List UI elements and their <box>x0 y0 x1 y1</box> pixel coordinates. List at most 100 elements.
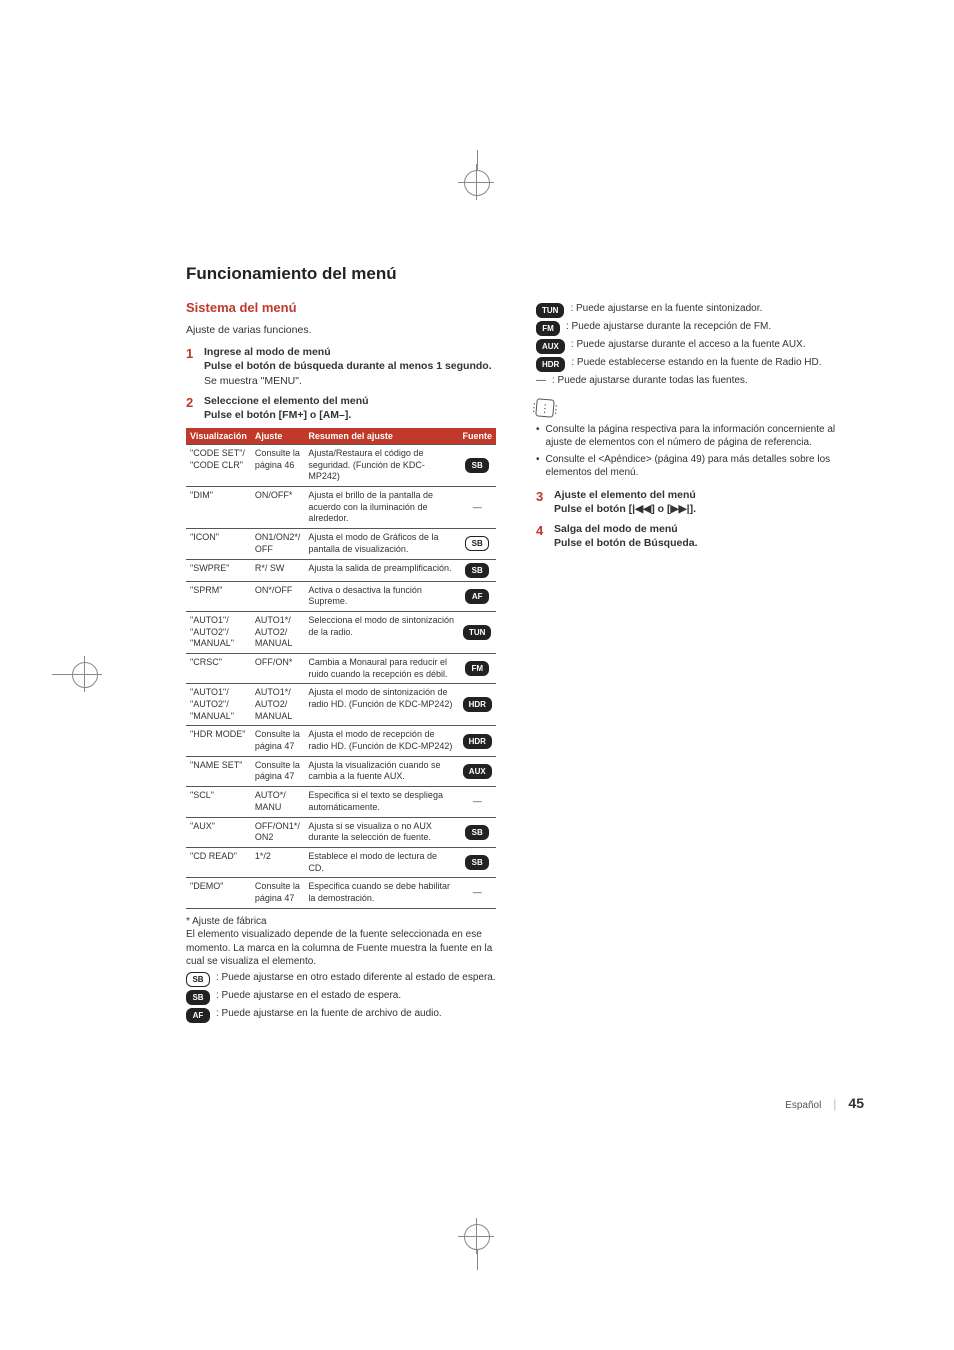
source-badge-sb: SB <box>186 972 210 987</box>
cell-adjust: Consulte la página 47 <box>251 726 305 756</box>
step-4: 4 Salga del modo de menú Pulse el botón … <box>536 522 864 550</box>
table-row: "SWPRE"R*/ SWAjusta la salida de preampl… <box>186 559 496 581</box>
cell-summary: Cambia a Monaural para reducir el ruido … <box>304 653 458 683</box>
table-row: "CD READ"1*/2Establece el modo de lectur… <box>186 847 496 877</box>
step-number: 1 <box>186 345 198 388</box>
source-badge-aux: AUX <box>463 764 492 779</box>
table-header-row: Visualización Ajuste Resumen del ajuste … <box>186 428 496 445</box>
cell-adjust: R*/ SW <box>251 559 305 581</box>
cell-display: "SWPRE" <box>186 559 251 581</box>
source-badge-hdr: HDR <box>536 357 565 372</box>
cell-adjust: AUTO1*/ AUTO2/ MANUAL <box>251 611 305 653</box>
step-subtitle: Pulse el botón de Búsqueda. <box>554 536 864 550</box>
step-1: 1 Ingrese al modo de menú Pulse el botón… <box>186 345 496 388</box>
cell-source: — <box>458 487 496 529</box>
cell-adjust: AUTO*/ MANU <box>251 787 305 817</box>
source-badge-sb: SB <box>186 990 210 1005</box>
cell-source: HDR <box>458 726 496 756</box>
cell-adjust: Consulte la página 46 <box>251 445 305 487</box>
table-row: "AUTO1"/ "AUTO2"/ "MANUAL"AUTO1*/ AUTO2/… <box>186 611 496 653</box>
step-title: Ingrese al modo de menú <box>204 345 496 359</box>
step-title: Ajuste el elemento del menú <box>554 488 864 502</box>
table-header: Resumen del ajuste <box>304 428 458 445</box>
cell-display: "DIM" <box>186 487 251 529</box>
cell-summary: Establece el modo de lectura de CD. <box>304 847 458 877</box>
cell-source: AF <box>458 581 496 611</box>
cell-display: "AUTO1"/ "AUTO2"/ "MANUAL" <box>186 684 251 726</box>
cell-source: AUX <box>458 756 496 786</box>
menu-table: Visualización Ajuste Resumen del ajuste … <box>186 428 496 909</box>
source-badge-sb: SB <box>465 458 489 473</box>
cell-source: SB <box>458 529 496 559</box>
source-badge-sb: SB <box>465 855 489 870</box>
step-note: Se muestra "MENU". <box>204 374 496 388</box>
legend-text: : Puede ajustarse en la fuente de archiv… <box>216 1007 496 1021</box>
cell-display: "CRSC" <box>186 653 251 683</box>
cell-adjust: Consulte la página 47 <box>251 878 305 908</box>
table-row: "AUX"OFF/ON1*/ ON2Ajusta si se visualiza… <box>186 817 496 847</box>
step-subtitle: Pulse el botón [|◀◀] o [▶▶|]. <box>554 502 864 516</box>
legend-line: SB: Puede ajustarse en el estado de espe… <box>186 989 496 1005</box>
cell-summary: Ajusta la visualización cuando se cambia… <box>304 756 458 786</box>
cell-display: "HDR MODE" <box>186 726 251 756</box>
footer-page-number: 45 <box>848 1095 864 1111</box>
crop-mark-top <box>464 170 490 196</box>
source-badge-fm: FM <box>536 321 560 336</box>
table-header: Fuente <box>458 428 496 445</box>
table-row: "CODE SET"/ "CODE CLR"Consulte la página… <box>186 445 496 487</box>
column-right: TUN: Puede ajustarse en la fuente sinton… <box>536 300 864 1023</box>
source-badge-tun: TUN <box>463 625 491 640</box>
intro-text: Ajuste de varias funciones. <box>186 323 496 337</box>
source-badge-sb: SB <box>465 536 489 551</box>
step-2: 2 Seleccione el elemento del menú Pulse … <box>186 394 496 422</box>
footer-language: Español <box>785 1100 821 1111</box>
legend-text: : Puede ajustarse en otro estado diferen… <box>216 971 496 985</box>
table-row: "NAME SET"Consulte la página 47Ajusta la… <box>186 756 496 786</box>
source-dash: — <box>473 887 482 897</box>
table-row: "CRSC"OFF/ON*Cambia a Monaural para redu… <box>186 653 496 683</box>
column-left: Sistema del menú Ajuste de varias funcio… <box>186 300 496 1023</box>
cell-summary: Ajusta el modo de recepción de radio HD.… <box>304 726 458 756</box>
legend-line: AF : Puede ajustarse en la fuente de arch… <box>186 1007 496 1023</box>
source-dash: — <box>473 502 482 512</box>
cell-source: FM <box>458 653 496 683</box>
table-row: "AUTO1"/ "AUTO2"/ "MANUAL"AUTO1*/ AUTO2/… <box>186 684 496 726</box>
cell-summary: Especifica si el texto se despliega auto… <box>304 787 458 817</box>
step-title: Salga del modo de menú <box>554 522 864 536</box>
source-badge-af: AF <box>186 1008 210 1023</box>
cell-summary: Selecciona el modo de sintonización de l… <box>304 611 458 653</box>
step-subtitle: Pulse el botón de búsqueda durante al me… <box>204 359 496 373</box>
cell-adjust: OFF/ON* <box>251 653 305 683</box>
cell-summary: Activa o desactiva la función Supreme. <box>304 581 458 611</box>
source-badge-aux: AUX <box>536 339 565 354</box>
table-header: Ajuste <box>251 428 305 445</box>
cell-summary: Ajusta la salida de preamplificación. <box>304 559 458 581</box>
section-heading: Sistema del menú <box>186 300 496 315</box>
table-row: "SCL"AUTO*/ MANUEspecifica si el texto s… <box>186 787 496 817</box>
legend-line: FM: Puede ajustarse durante la recepción… <box>536 320 864 336</box>
crop-mark-bottom <box>464 1224 490 1250</box>
cell-summary: Especifica cuando se debe habilitar la d… <box>304 878 458 908</box>
cell-source: SB <box>458 817 496 847</box>
page-footer: Español | 45 <box>785 1095 864 1111</box>
asterisk-note: * Ajuste de fábrica <box>186 915 496 929</box>
cell-display: "ICON" <box>186 529 251 559</box>
table-header: Visualización <box>186 428 251 445</box>
info-icon: ⋮⋮⋮ <box>535 398 555 418</box>
step-number: 3 <box>536 488 548 516</box>
info-note-item: Consulte el <Apéndice> (página 49) para … <box>536 453 864 480</box>
cell-display: "NAME SET" <box>186 756 251 786</box>
cell-display: "SPRM" <box>186 581 251 611</box>
legend-text: : Puede ajustarse durante todas las fuen… <box>552 374 864 388</box>
cell-source: HDR <box>458 684 496 726</box>
cell-display: "AUTO1"/ "AUTO2"/ "MANUAL" <box>186 611 251 653</box>
step-3: 3 Ajuste el elemento del menú Pulse el b… <box>536 488 864 516</box>
cell-display: "CODE SET"/ "CODE CLR" <box>186 445 251 487</box>
table-row: "ICON"ON1/ON2*/ OFFAjusta el modo de Grá… <box>186 529 496 559</box>
legend-line: — : Puede ajustarse durante todas las fue… <box>536 374 864 388</box>
source-dash: — <box>536 374 546 388</box>
table-row: "SPRM"ON*/OFFActiva o desactiva la funci… <box>186 581 496 611</box>
footer-separator: | <box>833 1097 836 1111</box>
cell-source: SB <box>458 847 496 877</box>
cell-display: "SCL" <box>186 787 251 817</box>
